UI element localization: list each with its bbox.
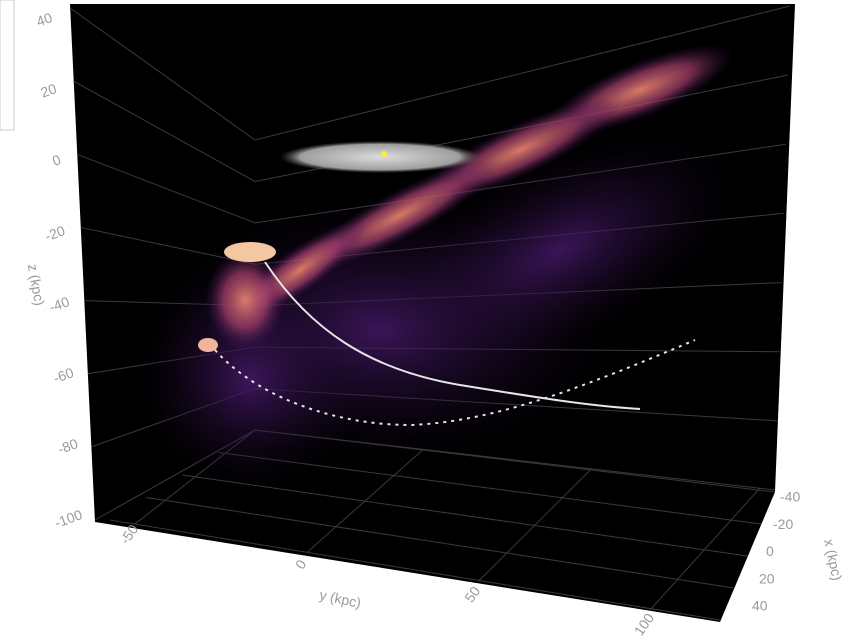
x-tick-label: -20 — [773, 516, 793, 532]
x-tick-label: 0 — [766, 543, 774, 559]
x-tick-label: 20 — [759, 570, 775, 586]
side-panel — [0, 0, 14, 130]
x-tick-label: 40 — [752, 598, 768, 614]
sun-marker — [381, 151, 387, 157]
x-tick-label: -40 — [780, 489, 800, 505]
galaxy-disk — [280, 141, 480, 173]
chart: z (kpc) y (kpc) x (kpc) 40200-20-40-60-8… — [0, 0, 864, 643]
